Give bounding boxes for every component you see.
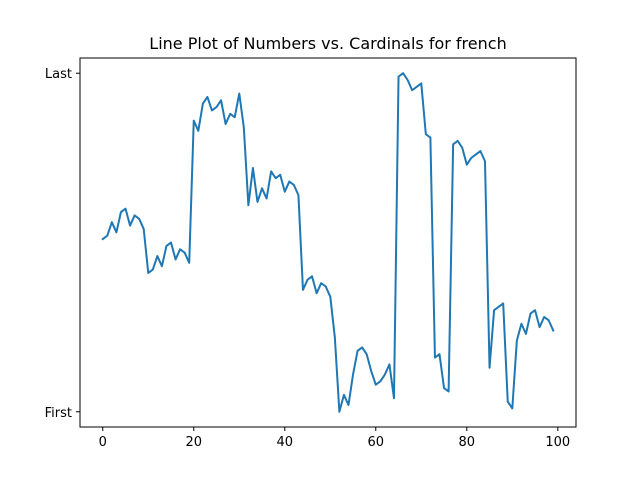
axes: 0 20 40 60 80 100 First Last <box>45 57 577 450</box>
y-tick-label: First <box>45 406 72 421</box>
x-tick-label: 20 <box>185 435 202 450</box>
y-tick-label: Last <box>45 67 72 82</box>
x-tick-label: 60 <box>368 435 385 450</box>
x-tick-label: 0 <box>99 435 107 450</box>
x-tick-label: 100 <box>545 435 570 450</box>
x-tick-label: 80 <box>459 435 476 450</box>
plot-area <box>101 72 555 413</box>
axes-frame <box>79 57 577 428</box>
chart-title: Line Plot of Numbers vs. Cardinals for f… <box>149 34 506 53</box>
x-tick-label: 40 <box>276 435 293 450</box>
series-line-0 <box>101 72 555 413</box>
